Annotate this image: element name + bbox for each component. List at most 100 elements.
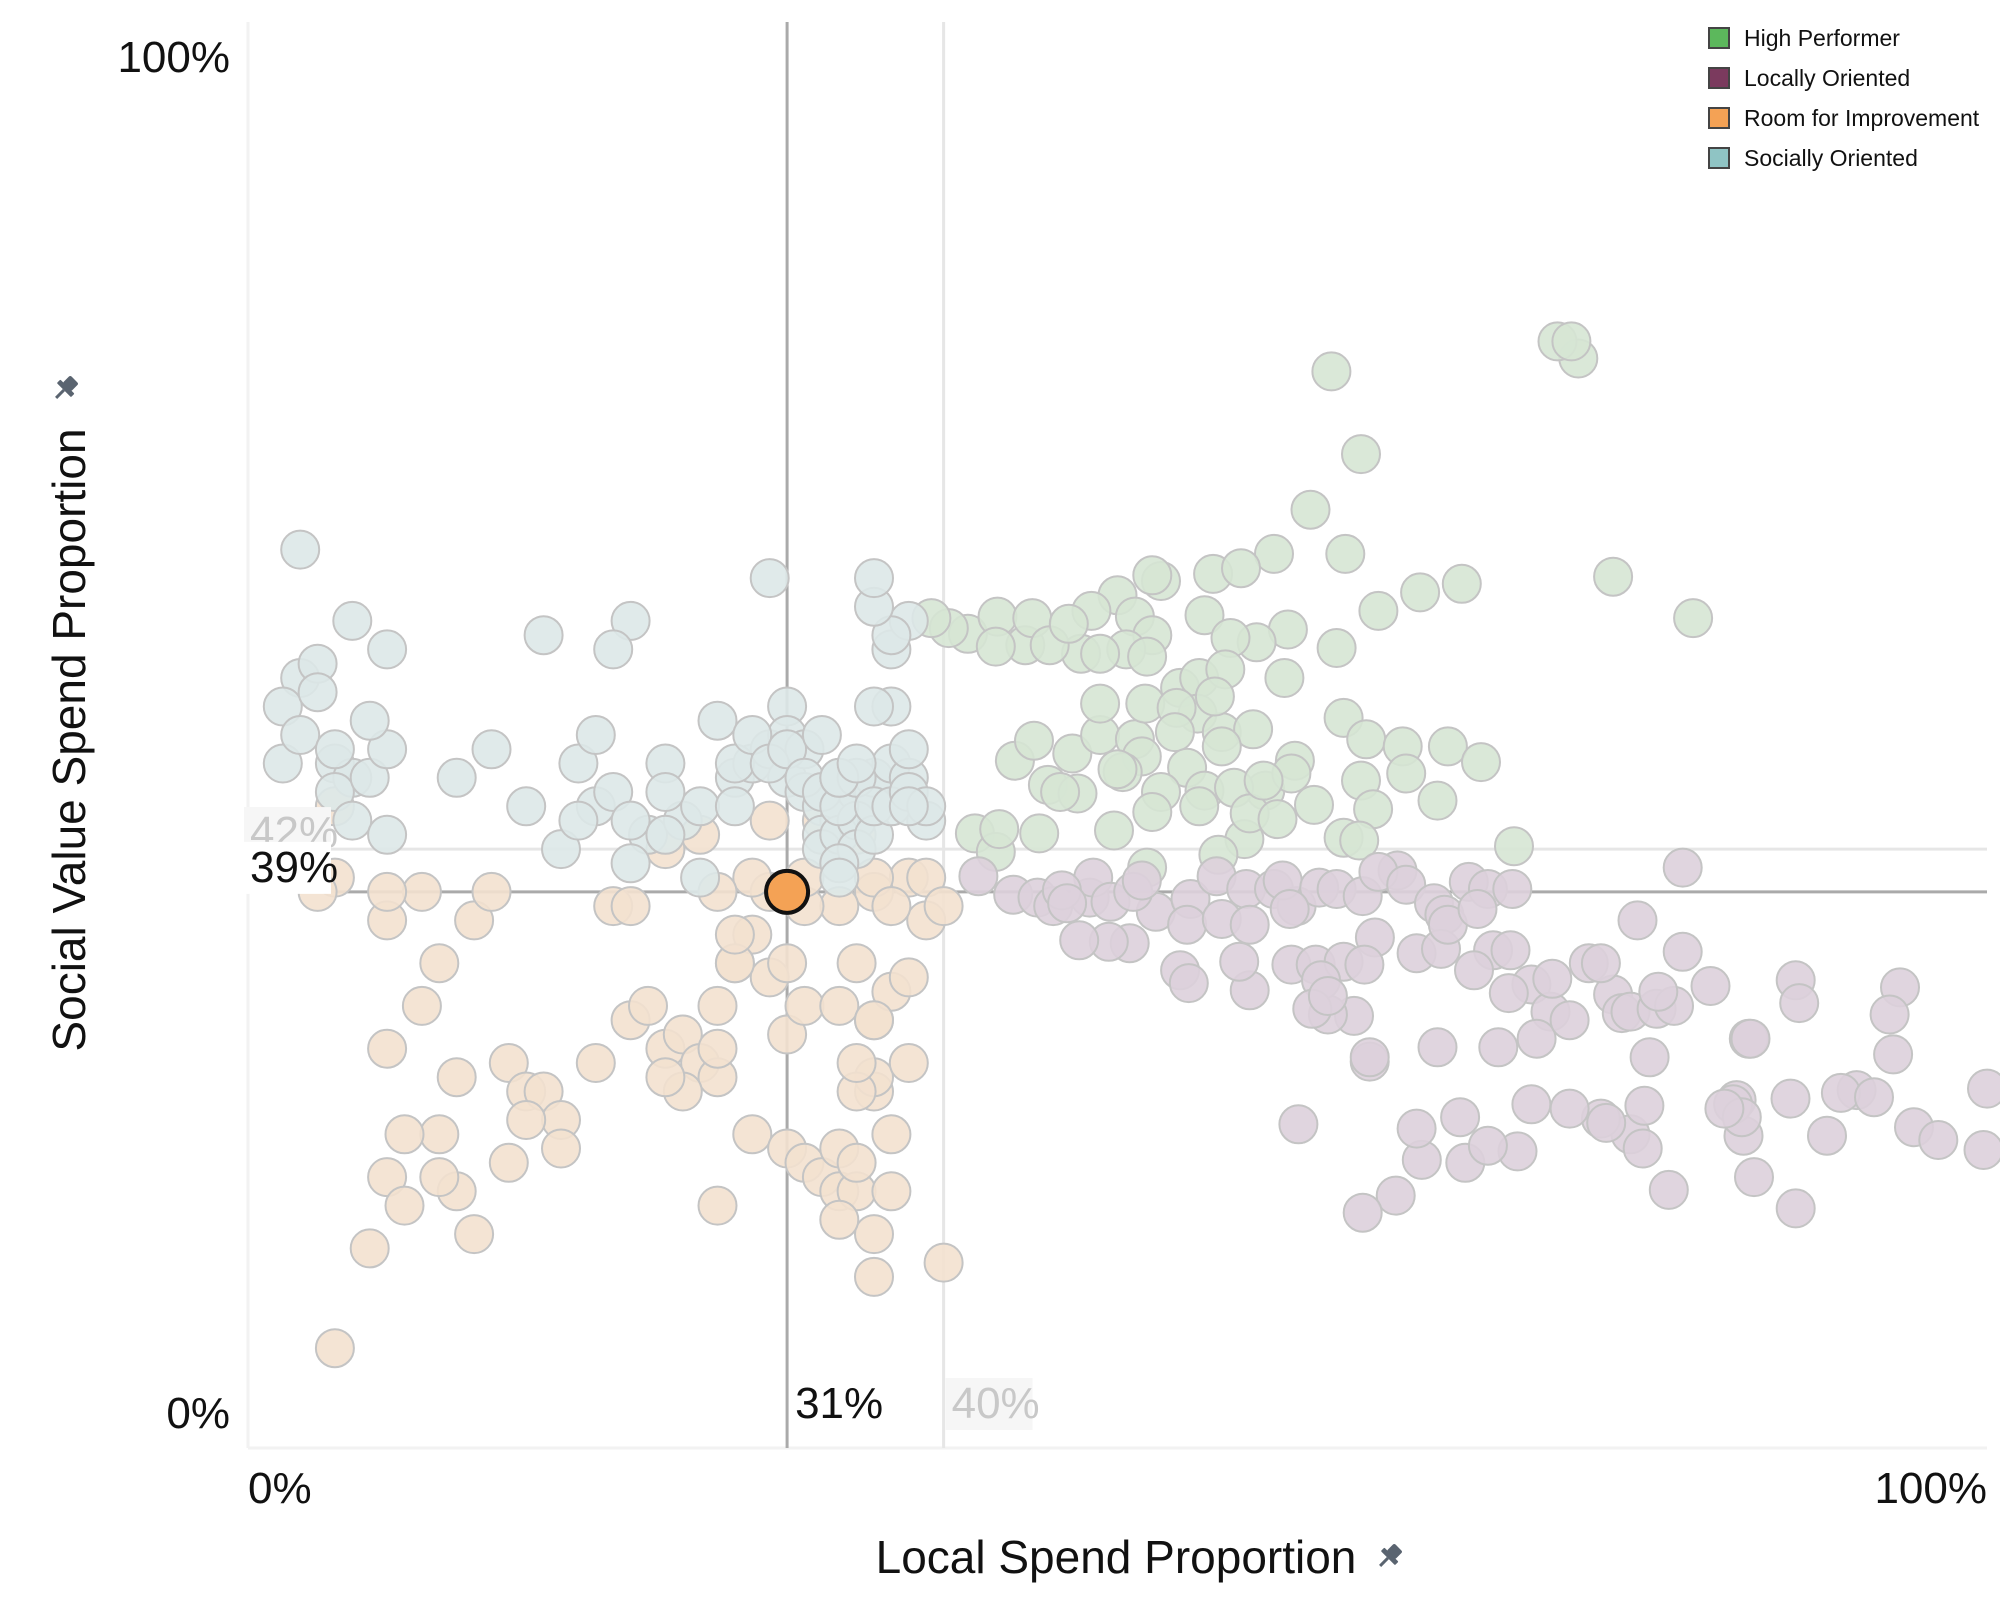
point-high-performer-7[interactable] xyxy=(1325,533,1366,574)
point-socially-oriented-78[interactable] xyxy=(888,786,929,827)
point-locally-oriented-115[interactable] xyxy=(1580,943,1621,984)
legend-item-high-performer[interactable]: High Performer xyxy=(1708,18,1979,58)
point-room-for-improvement-52[interactable] xyxy=(419,1114,460,1155)
point-high-performer-83[interactable] xyxy=(1386,753,1427,794)
point-high-performer-68[interactable] xyxy=(1040,772,1081,812)
point-high-performer-35[interactable] xyxy=(1080,633,1121,674)
point-room-for-improvement-77[interactable] xyxy=(923,1242,964,1283)
point-high-performer-70[interactable] xyxy=(1014,720,1054,761)
point-locally-oriented-56[interactable] xyxy=(1690,966,1731,1006)
point-room-for-improvement-39[interactable] xyxy=(610,886,651,927)
point-locally-oriented-87[interactable] xyxy=(1807,1115,1847,1156)
point-room-for-improvement-84[interactable] xyxy=(714,914,755,955)
point-locally-oriented-116[interactable] xyxy=(1617,900,1658,941)
point-socially-oriented-1[interactable] xyxy=(332,600,373,641)
point-locally-oriented-93[interactable] xyxy=(1963,1130,2000,1170)
point-room-for-improvement-74[interactable] xyxy=(854,1000,894,1041)
point-locally-oriented-51[interactable] xyxy=(1490,930,1531,971)
point-locally-oriented-2[interactable] xyxy=(958,856,999,897)
point-locally-oriented-44[interactable] xyxy=(1344,944,1385,985)
point-high-performer-11[interactable] xyxy=(1132,555,1173,596)
point-room-for-improvement-6[interactable] xyxy=(436,1057,477,1098)
point-locally-oriented-72[interactable] xyxy=(1417,1027,1458,1068)
point-socially-oriented-44[interactable] xyxy=(888,729,929,770)
point-socially-oriented-7[interactable] xyxy=(280,715,321,755)
point-room-for-improvement-23[interactable] xyxy=(819,985,860,1026)
point-high-performer-45[interactable] xyxy=(1427,726,1468,767)
point-room-for-improvement-24[interactable] xyxy=(836,943,877,984)
point-high-performer-85[interactable] xyxy=(1461,742,1501,783)
point-room-for-improvement-61[interactable] xyxy=(645,1057,686,1098)
point-high-performer-57[interactable] xyxy=(1019,813,1060,854)
point-high-performer-41[interactable] xyxy=(1233,709,1274,750)
point-socially-oriented-16[interactable] xyxy=(297,672,338,713)
point-socially-oriented-17[interactable] xyxy=(349,700,390,741)
point-locally-oriented-83[interactable] xyxy=(1648,1169,1689,1210)
point-high-performer-80[interactable] xyxy=(1243,760,1284,801)
point-high-performer-82[interactable] xyxy=(1294,784,1334,825)
point-locally-oriented-80[interactable] xyxy=(1307,976,1348,1016)
point-room-for-improvement-85[interactable] xyxy=(767,943,808,984)
point-locally-oriented-13[interactable] xyxy=(1121,860,1162,901)
point-locally-oriented-84[interactable] xyxy=(1622,1128,1663,1169)
point-high-performer-4[interactable] xyxy=(1341,434,1381,475)
point-high-performer-71[interactable] xyxy=(1080,683,1121,724)
point-locally-oriented-70[interactable] xyxy=(1511,1084,1552,1125)
point-room-for-improvement-2[interactable] xyxy=(401,871,442,912)
point-room-for-improvement-91[interactable] xyxy=(871,886,912,927)
legend-item-room-for-improvement[interactable]: Room for Improvement xyxy=(1708,98,1979,138)
point-room-for-improvement-22[interactable] xyxy=(784,985,825,1026)
point-high-performer-88[interactable] xyxy=(1194,676,1235,717)
point-locally-oriented-71[interactable] xyxy=(1478,1027,1519,1068)
selected-point[interactable] xyxy=(764,868,811,915)
point-high-performer-19[interactable] xyxy=(1593,556,1634,597)
point-room-for-improvement-69[interactable] xyxy=(836,1142,877,1183)
point-locally-oriented-85[interactable] xyxy=(1624,1085,1665,1126)
point-high-performer-5[interactable] xyxy=(1290,489,1331,530)
point-socially-oriented-82[interactable] xyxy=(749,558,790,599)
point-high-performer-77[interactable] xyxy=(1179,786,1220,827)
point-locally-oriented-35[interactable] xyxy=(1059,920,1100,961)
point-locally-oriented-78[interactable] xyxy=(1278,1104,1319,1145)
point-socially-oriented-59[interactable] xyxy=(645,814,686,855)
point-socially-oriented-84[interactable] xyxy=(593,629,634,670)
point-locally-oriented-95[interactable] xyxy=(1873,1034,1914,1075)
point-room-for-improvement-75[interactable] xyxy=(836,1043,877,1083)
legend-item-socially-oriented[interactable]: Socially Oriented xyxy=(1708,138,1979,178)
point-room-for-improvement-79[interactable] xyxy=(819,1199,860,1240)
point-socially-oriented-29[interactable] xyxy=(714,786,755,827)
point-high-performer-60[interactable] xyxy=(979,809,1020,850)
point-socially-oriented-81[interactable] xyxy=(854,558,894,599)
point-locally-oriented-97[interactable] xyxy=(1770,1078,1811,1119)
point-high-performer-90[interactable] xyxy=(1048,603,1089,644)
point-locally-oriented-0[interactable] xyxy=(1662,847,1703,888)
point-locally-oriented-109[interactable] xyxy=(1467,1125,1508,1166)
point-high-performer-15[interactable] xyxy=(1184,595,1225,636)
point-locally-oriented-119[interactable] xyxy=(1488,973,1529,1014)
point-socially-oriented-90[interactable] xyxy=(575,715,616,755)
point-locally-oriented-103[interactable] xyxy=(1375,1175,1416,1216)
point-high-performer-52[interactable] xyxy=(1339,820,1380,861)
point-high-performer-74[interactable] xyxy=(1154,712,1195,753)
point-high-performer-21[interactable] xyxy=(1316,628,1357,668)
point-room-for-improvement-56[interactable] xyxy=(349,1228,390,1269)
point-locally-oriented-42[interactable] xyxy=(1219,941,1260,982)
x-axis-pin-icon[interactable] xyxy=(1373,1540,1406,1573)
point-room-for-improvement-78[interactable] xyxy=(854,1214,894,1255)
point-high-performer-62[interactable] xyxy=(1052,733,1093,774)
point-locally-oriented-24[interactable] xyxy=(1386,864,1427,905)
point-high-performer-16[interactable] xyxy=(1358,590,1399,631)
point-socially-oriented-89[interactable] xyxy=(558,800,599,841)
point-locally-oriented-9[interactable] xyxy=(1047,883,1088,924)
point-socially-oriented-77[interactable] xyxy=(836,743,877,784)
point-high-performer-17[interactable] xyxy=(1400,572,1441,613)
point-socially-oriented-58[interactable] xyxy=(680,857,721,898)
point-locally-oriented-90[interactable] xyxy=(1820,1072,1861,1113)
point-room-for-improvement-48[interactable] xyxy=(488,1142,529,1183)
point-locally-oriented-118[interactable] xyxy=(1638,971,1679,1012)
point-high-performer-3[interactable] xyxy=(1311,351,1352,392)
point-room-for-improvement-17[interactable] xyxy=(697,985,738,1026)
point-high-performer-56[interactable] xyxy=(1094,810,1134,851)
point-high-performer-86[interactable] xyxy=(1494,826,1534,867)
point-high-performer-84[interactable] xyxy=(1417,780,1458,821)
